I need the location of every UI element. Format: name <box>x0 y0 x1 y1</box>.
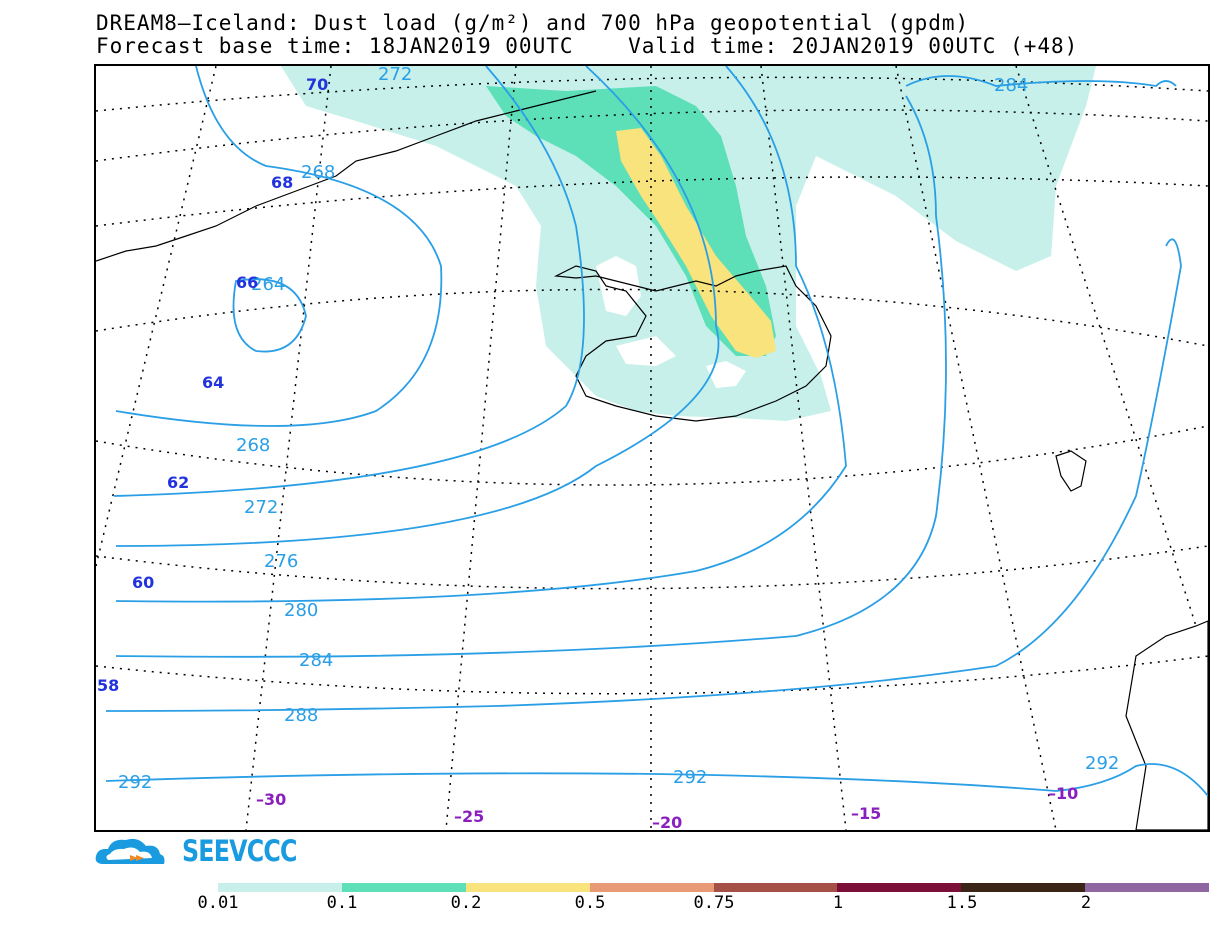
contour-label: 272 <box>378 66 412 85</box>
longitude-label: –25 <box>454 807 484 826</box>
contour-label: 292 <box>1085 753 1119 774</box>
dust-area-0.01-north <box>876 66 1096 266</box>
map-subtitle: Forecast base time: 18JAN2019 00UTC Vali… <box>96 34 1079 58</box>
geopotential-contours <box>105 66 1208 797</box>
longitude-lines <box>96 66 1197 830</box>
colorbar-tick-label: 2 <box>1080 893 1092 913</box>
colorbar-tick-label: 0.75 <box>693 893 735 913</box>
snow-gap-2 <box>706 361 746 388</box>
contour-label: 284 <box>994 75 1028 96</box>
latitude-label: 60 <box>132 573 154 592</box>
longitude-label: –20 <box>652 813 682 830</box>
colorbar-tick-label: 0.2 <box>450 893 482 913</box>
latitude-label: 70 <box>306 75 328 94</box>
longitude-label: –15 <box>851 804 881 823</box>
colorbar-tick-label: 0.5 <box>574 893 606 913</box>
colorbar-swatch <box>837 883 962 892</box>
cloud-logo-icon <box>95 838 165 864</box>
colorbar-tick-label: 0.1 <box>326 893 358 913</box>
colorbar-swatch <box>341 883 466 892</box>
latitude-label: 66 <box>236 273 258 292</box>
contour-label: 264 <box>251 274 285 295</box>
latitude-label: 68 <box>271 173 293 192</box>
contour-label: 292 <box>118 772 152 793</box>
snow-gap-3 <box>616 336 676 366</box>
snow-gap <box>596 256 641 316</box>
latitude-label: 62 <box>167 473 189 492</box>
contour-label: 268 <box>301 162 335 183</box>
contour-label-group: 272 284 268 264 268 272 276 280 284 288 … <box>118 66 1119 793</box>
longitude-label: –30 <box>256 790 286 809</box>
latitude-label: 58 <box>97 676 119 695</box>
coastline <box>96 90 1208 830</box>
colorbar-swatch <box>465 883 590 892</box>
map-frame: 272 284 268 264 268 272 276 280 284 288 … <box>94 64 1210 832</box>
colorbar-swatch <box>961 883 1086 892</box>
map-canvas: 272 284 268 264 268 272 276 280 284 288 … <box>96 66 1208 830</box>
colorbar-swatch <box>713 883 838 892</box>
latitude-label-group: 70 68 66 64 62 60 58 <box>97 75 328 695</box>
contour-label: 288 <box>284 705 318 726</box>
contour-label: 268 <box>236 435 270 456</box>
longitude-label: –10 <box>1048 784 1078 803</box>
colorbar-tick-label: 1.5 <box>946 893 978 913</box>
contour-label: 280 <box>284 600 318 621</box>
contour-label: 292 <box>673 767 707 788</box>
dust-area-0.2 <box>616 128 776 358</box>
colorbar-tick-label: 0.01 <box>197 893 239 913</box>
colorbar <box>218 883 1209 892</box>
colorbar-tick-label: 1 <box>832 893 844 913</box>
contour-label: 276 <box>264 551 298 572</box>
latitude-label: 64 <box>202 373 224 392</box>
colorbar-swatch <box>218 883 342 892</box>
longitude-label-group: –30 –25 –20 –15 –10 <box>256 784 1078 830</box>
colorbar-swatch <box>1085 883 1209 892</box>
contour-label: 272 <box>244 497 278 518</box>
latitude-lines <box>96 76 1208 695</box>
logo-text: SEEVCCC <box>182 834 297 868</box>
colorbar-swatch <box>589 883 714 892</box>
contour-label: 284 <box>299 650 333 671</box>
map-title: DREAM8–Iceland: Dust load (g/m²) and 700… <box>96 11 970 35</box>
